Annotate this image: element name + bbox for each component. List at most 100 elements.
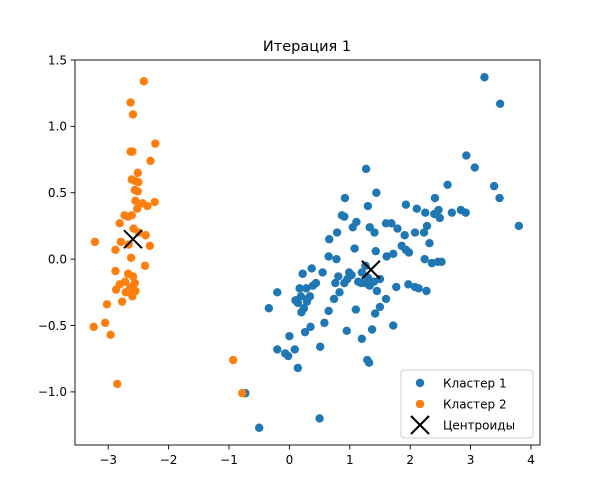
data-point xyxy=(90,237,100,247)
data-point xyxy=(437,257,446,266)
data-point xyxy=(128,110,138,119)
data-point xyxy=(375,302,385,312)
data-point xyxy=(102,300,112,309)
data-point xyxy=(392,282,401,292)
data-point xyxy=(400,231,409,240)
data-point xyxy=(372,286,382,296)
data-point xyxy=(145,241,155,251)
legend-item: Кластер 1 xyxy=(415,376,507,390)
data-point xyxy=(447,208,457,217)
data-point xyxy=(340,278,349,288)
data-point xyxy=(435,213,444,223)
points-layer xyxy=(89,73,524,432)
data-point xyxy=(306,322,315,332)
data-point xyxy=(514,221,524,231)
data-point xyxy=(462,151,471,160)
x-tick-label: 2 xyxy=(406,453,414,467)
data-point xyxy=(307,264,316,273)
data-point xyxy=(325,235,334,244)
data-point xyxy=(334,272,343,281)
data-point xyxy=(128,272,138,281)
data-point xyxy=(461,208,470,217)
data-point xyxy=(404,280,413,289)
x-tick-label: −2 xyxy=(160,453,178,467)
data-point xyxy=(311,278,321,288)
data-point xyxy=(111,266,120,276)
x-tick-label: 3 xyxy=(467,453,475,467)
x-axis: −3 −2 −1 0 1 2 3 4 xyxy=(99,445,535,467)
data-point xyxy=(422,221,432,231)
y-tick-label: −0.5 xyxy=(38,319,67,333)
data-point xyxy=(125,284,135,293)
legend-item: Кластер 2 xyxy=(415,397,507,411)
data-point xyxy=(116,237,126,247)
data-point xyxy=(141,231,150,240)
x-tick-label: −3 xyxy=(99,453,117,467)
data-point xyxy=(146,156,155,166)
y-axis: −1.0 −0.5 0.0 0.5 1.0 1.5 xyxy=(38,53,75,399)
data-point xyxy=(238,389,247,398)
data-point xyxy=(283,351,293,361)
legend-marker xyxy=(415,378,425,388)
data-point xyxy=(363,201,373,211)
data-point xyxy=(126,98,135,107)
y-tick-label: 1.5 xyxy=(48,53,67,67)
data-point xyxy=(381,219,391,228)
data-point xyxy=(293,363,303,373)
data-point xyxy=(128,147,137,156)
data-point xyxy=(293,298,303,308)
data-point xyxy=(389,321,398,330)
data-point xyxy=(290,345,300,354)
legend-label: Кластер 2 xyxy=(443,397,507,411)
data-point xyxy=(126,253,136,263)
data-point xyxy=(133,204,142,213)
data-point xyxy=(422,286,431,296)
data-point xyxy=(371,246,380,256)
data-point xyxy=(120,211,129,220)
centroid-marker xyxy=(361,260,381,280)
data-point xyxy=(364,358,374,367)
data-point xyxy=(303,294,312,304)
data-point xyxy=(332,254,341,264)
series-1 xyxy=(241,73,524,432)
data-point xyxy=(111,245,120,255)
data-point xyxy=(297,308,306,317)
legend: Кластер 1 Кластер 2 Центроиды xyxy=(400,369,534,439)
data-point xyxy=(480,73,489,82)
plot-frame xyxy=(74,59,541,446)
chart-title: Итерация 1 xyxy=(263,39,351,55)
data-point xyxy=(298,269,307,278)
data-point xyxy=(285,331,294,341)
data-point xyxy=(128,292,137,301)
data-point xyxy=(133,168,143,178)
series-3 xyxy=(123,229,381,280)
data-point xyxy=(273,288,282,297)
data-point xyxy=(111,285,121,294)
data-point xyxy=(372,188,381,197)
data-point xyxy=(470,163,479,172)
data-point xyxy=(350,244,359,253)
data-point xyxy=(315,342,325,351)
data-point xyxy=(393,224,402,233)
data-point xyxy=(382,252,391,261)
data-point xyxy=(420,254,429,264)
series-2 xyxy=(89,77,247,398)
data-point xyxy=(357,268,367,277)
data-point xyxy=(264,304,274,313)
y-tick-label: −1.0 xyxy=(38,385,67,399)
data-point xyxy=(133,187,143,196)
x-tick-label: 0 xyxy=(286,453,294,467)
y-tick-label: 1.0 xyxy=(48,120,67,134)
data-point xyxy=(254,423,264,432)
centroid-marker xyxy=(123,229,143,249)
data-point xyxy=(412,204,422,213)
data-point xyxy=(342,326,351,336)
data-point xyxy=(300,327,310,337)
data-point xyxy=(381,294,391,304)
legend-item: Центроиды xyxy=(410,415,515,435)
data-point xyxy=(348,223,357,232)
data-point xyxy=(106,330,115,340)
data-point xyxy=(302,284,311,293)
x-tick-label: 4 xyxy=(527,453,535,467)
